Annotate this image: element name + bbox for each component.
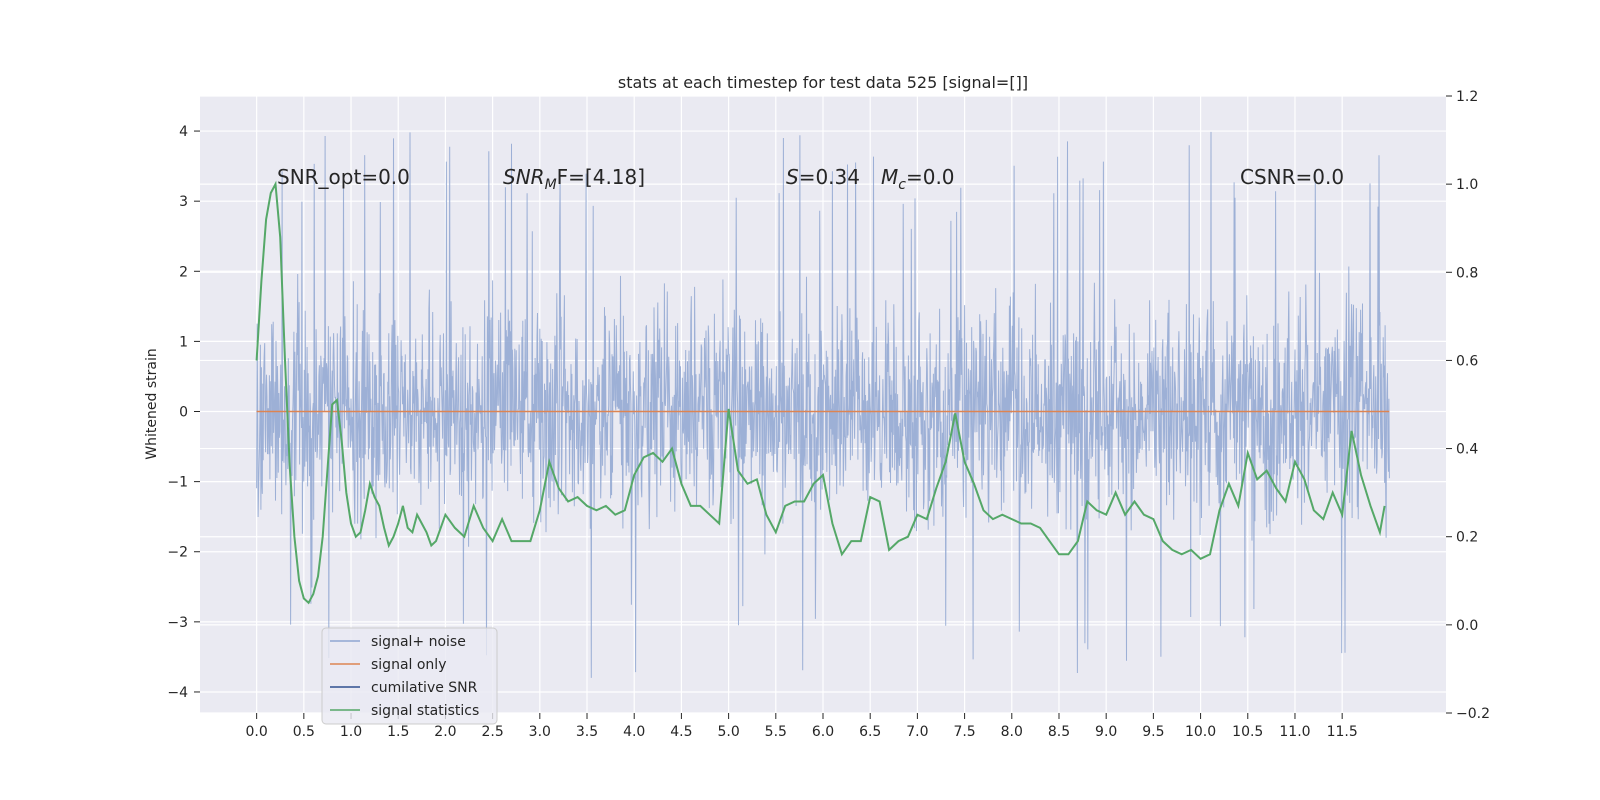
signal-plus-noise-trace	[256, 131, 1390, 678]
x-tick-label: 9.5	[1142, 724, 1164, 740]
snr-mf-annotation: SNRMF=[4.18]	[503, 165, 645, 193]
y-tick-label: 2	[179, 264, 188, 280]
x-axis-ticks: 0.0 0.5 1.0 1.5 2.0 2.5 3.0 3.5 4.0 4.5 5.0 5.5 6.0 6…	[246, 713, 1358, 740]
signal-statistics-line	[255, 180, 1386, 605]
x-tick-label: 9.0	[1095, 724, 1117, 740]
y2-tick-label: 1.2	[1456, 89, 1478, 105]
snr-mf-rest: F=[4.18]	[557, 165, 645, 189]
mc-value: =0.0	[906, 165, 955, 189]
y-axis-ticks: 4 3 2 1 0 −1 −2 −3 −4	[167, 124, 200, 701]
legend: signal+ noise signal only cumilative SNR…	[321, 627, 498, 725]
x-tick-label: 4.0	[623, 724, 645, 740]
x-tick-label: 1.5	[387, 724, 409, 740]
y-tick-label: −1	[167, 475, 188, 491]
y-tick-label: −3	[167, 615, 188, 631]
y2-axis-ticks: 1.2 1.0 0.8 0.6 0.4 0.2 0.0 −0.2	[1446, 89, 1490, 722]
x-tick-label: 0.5	[293, 724, 315, 740]
x-tick-label: 7.0	[906, 724, 928, 740]
y2-tick-label: −0.2	[1456, 706, 1490, 722]
x-tick-label: 8.5	[1048, 724, 1070, 740]
legend-label-cumulative-snr: cumilative SNR	[371, 680, 478, 696]
y-tick-label: 3	[179, 194, 188, 210]
y2-tick-label: 0.0	[1456, 618, 1478, 634]
y-tick-label: 1	[179, 334, 188, 350]
s-value: =0.34	[799, 165, 860, 189]
signal-plus-noise-series	[256, 131, 1390, 678]
legend-box	[321, 627, 498, 725]
x-tick-label: 5.0	[717, 724, 739, 740]
snr-mf-main: SNR	[503, 165, 545, 189]
s-label: S	[786, 165, 799, 189]
x-tick-label: 5.5	[765, 724, 787, 740]
x-tick-label: 8.0	[1001, 724, 1023, 740]
legend-label-signal-only: signal only	[371, 657, 446, 673]
y2-tick-label: 0.8	[1456, 265, 1478, 281]
grid-lines	[200, 95, 1446, 714]
x-tick-label: 6.5	[859, 724, 881, 740]
x-tick-label: 1.0	[340, 724, 362, 740]
x-tick-label: 0.0	[246, 724, 268, 740]
x-tick-label: 6.0	[812, 724, 834, 740]
chart-title: stats at each timestep for test data 525…	[618, 73, 1028, 92]
legend-label-signal-statistics: signal statistics	[371, 703, 479, 719]
x-tick-label: 2.5	[481, 724, 503, 740]
y2-tick-label: 0.4	[1456, 442, 1478, 458]
x-tick-label: 3.0	[529, 724, 551, 740]
x-tick-label: 4.5	[670, 724, 692, 740]
y-tick-label: −4	[167, 685, 188, 701]
x-tick-label: 2.0	[434, 724, 456, 740]
y-tick-label: −2	[167, 545, 188, 561]
snr-opt-annotation: SNR_opt=0.0	[277, 165, 410, 189]
s-annotation: S=0.34	[786, 165, 860, 189]
x-tick-label: 3.5	[576, 724, 598, 740]
x-tick-label: 11.5	[1327, 724, 1358, 740]
y-tick-label: 4	[179, 124, 188, 140]
x-tick-label: 10.0	[1185, 724, 1216, 740]
legend-label-noise: signal+ noise	[371, 634, 466, 650]
snr-mf-sub: M	[545, 177, 557, 193]
mc-label: M	[881, 165, 898, 189]
y2-tick-label: 1.0	[1456, 177, 1478, 193]
y2-tick-label: 0.6	[1456, 353, 1478, 369]
x-tick-label: 7.5	[953, 724, 975, 740]
mc-sub: c	[898, 177, 906, 193]
x-tick-label: 11.0	[1279, 724, 1310, 740]
mc-annotation: Mc=0.0	[881, 165, 955, 193]
x-tick-label: 10.5	[1232, 724, 1263, 740]
y-tick-label: 0	[179, 405, 188, 421]
y-axis-label: Whitened strain	[144, 348, 160, 459]
csnr-annotation: CSNR=0.0	[1240, 165, 1344, 189]
y2-tick-label: 0.2	[1456, 530, 1478, 546]
